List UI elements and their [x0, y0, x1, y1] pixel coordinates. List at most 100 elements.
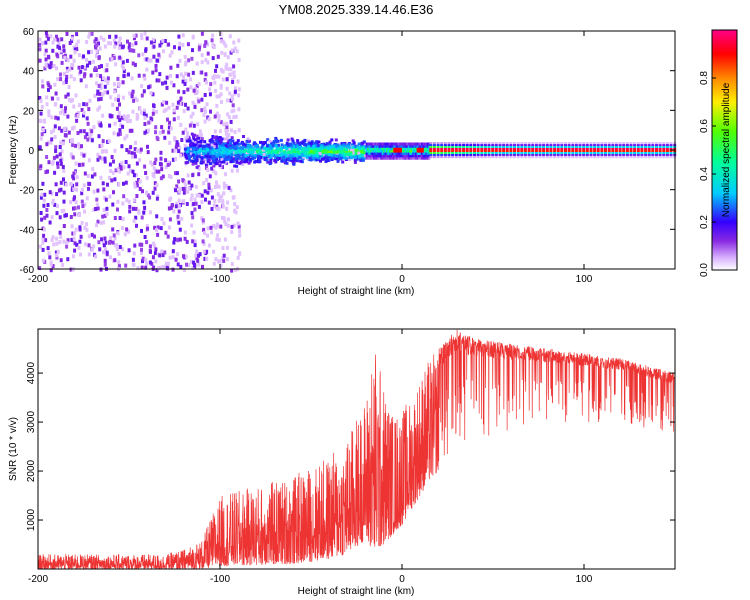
heatmap-cell	[324, 143, 328, 147]
heatmap-cell	[365, 154, 368, 158]
heatmap-cell	[394, 156, 397, 160]
heatmap-cell	[381, 156, 384, 160]
heatmap-cell	[118, 169, 122, 174]
heatmap-cell	[61, 141, 65, 146]
heatmap-cell	[109, 235, 113, 240]
heatmap-cell	[82, 113, 85, 118]
heatmap-cell	[285, 161, 289, 165]
heatmap-cell	[215, 180, 218, 185]
heatmap-cell	[164, 261, 168, 266]
heatmap-cell	[63, 55, 67, 60]
heatmap-cell	[46, 36, 50, 41]
heatmap-cell	[271, 144, 275, 148]
heatmap-cell	[87, 252, 91, 257]
heatmap-cell	[104, 149, 108, 154]
heatmap-cell	[629, 155, 633, 159]
heatmap-cell	[352, 141, 356, 145]
heatmap-cell	[65, 31, 69, 36]
heatmap-cell	[174, 204, 178, 209]
heatmap-cell	[340, 149, 344, 153]
heatmap-cell	[114, 97, 118, 102]
heatmap-cell	[582, 142, 586, 145]
heatmap-cell	[102, 76, 105, 81]
heatmap-cell	[59, 104, 63, 109]
heatmap-cell	[90, 247, 94, 252]
heatmap-cell	[509, 142, 513, 145]
heatmap-cell	[49, 34, 53, 39]
heatmap-cell	[134, 33, 138, 38]
heatmap-cell	[223, 151, 227, 155]
heatmap-cell	[103, 84, 107, 89]
heatmap-cell	[203, 144, 207, 148]
heatmap-cell	[211, 33, 215, 38]
heatmap-cell	[124, 263, 128, 268]
heatmap-cell	[263, 150, 267, 154]
heatmap-cell	[386, 156, 388, 160]
heatmap-cell	[155, 78, 159, 83]
heatmap-cell	[419, 147, 422, 151]
heatmap-cell	[181, 79, 185, 84]
heatmap-cell	[402, 156, 404, 160]
heatmap-cell	[343, 153, 347, 156]
heatmap-cell	[220, 99, 223, 104]
heatmap-cell	[269, 146, 273, 150]
heatmap-cell	[406, 154, 409, 158]
heatmap-cell	[476, 144, 480, 147]
heatmap-cell	[62, 177, 65, 182]
heatmap-cell	[412, 156, 415, 160]
heatmap-cell	[167, 174, 171, 178]
heatmap-cell	[363, 154, 367, 158]
heatmap-cell	[375, 149, 378, 153]
heatmap-cell	[393, 149, 396, 153]
heatmap-cell	[523, 154, 527, 157]
heatmap-cell	[195, 249, 199, 254]
heatmap-cell	[422, 147, 425, 151]
heatmap-cell	[38, 244, 42, 249]
heatmap-cell	[383, 149, 386, 153]
heatmap-cell	[192, 146, 196, 150]
heatmap-cell	[436, 150, 440, 153]
heatmap-cell	[625, 144, 629, 147]
heatmap-cell	[113, 177, 117, 182]
heatmap-cell	[377, 156, 380, 160]
heatmap-cell	[349, 148, 353, 152]
heatmap-cell	[103, 258, 107, 263]
heatmap-cell	[50, 237, 54, 242]
heatmap-cell	[98, 91, 102, 96]
heatmap-cell	[367, 142, 370, 146]
heatmap-cell	[117, 111, 121, 115]
heatmap-cell	[527, 142, 531, 145]
heatmap-cell	[77, 103, 81, 108]
heatmap-cell	[143, 130, 147, 135]
heatmap-cell	[70, 65, 74, 70]
heatmap-cell	[618, 142, 622, 145]
heatmap-cell	[186, 106, 190, 111]
heatmap-cell	[312, 142, 316, 146]
heatmap-cell	[68, 67, 72, 72]
heatmap-cell	[159, 176, 163, 181]
heatmap-cell	[505, 150, 509, 153]
heatmap-cell	[611, 152, 615, 155]
heatmap-cell	[137, 73, 141, 78]
heatmap-cell	[165, 100, 169, 105]
heatmap-cell	[113, 148, 117, 153]
heatmap-cell	[578, 155, 582, 159]
heatmap-cell	[582, 146, 586, 149]
heatmap-cell	[271, 141, 275, 145]
heatmap-cell	[201, 144, 205, 148]
heatmap-cell	[625, 150, 629, 153]
heatmap-cell	[242, 145, 245, 149]
heatmap-cell	[384, 152, 387, 155]
heatmap-cell	[516, 155, 520, 159]
heatmap-cell	[77, 65, 81, 70]
heatmap-cell	[250, 150, 254, 154]
heatmap-cell	[375, 154, 378, 158]
heatmap-cell	[136, 266, 140, 271]
heatmap-cell	[469, 150, 473, 153]
heatmap-cell	[78, 145, 82, 150]
heatmap-cell	[225, 121, 229, 126]
heatmap-cell	[161, 129, 165, 134]
heatmap-cell	[44, 48, 48, 53]
heatmap-cell	[60, 209, 64, 213]
heatmap-cell	[190, 223, 194, 228]
